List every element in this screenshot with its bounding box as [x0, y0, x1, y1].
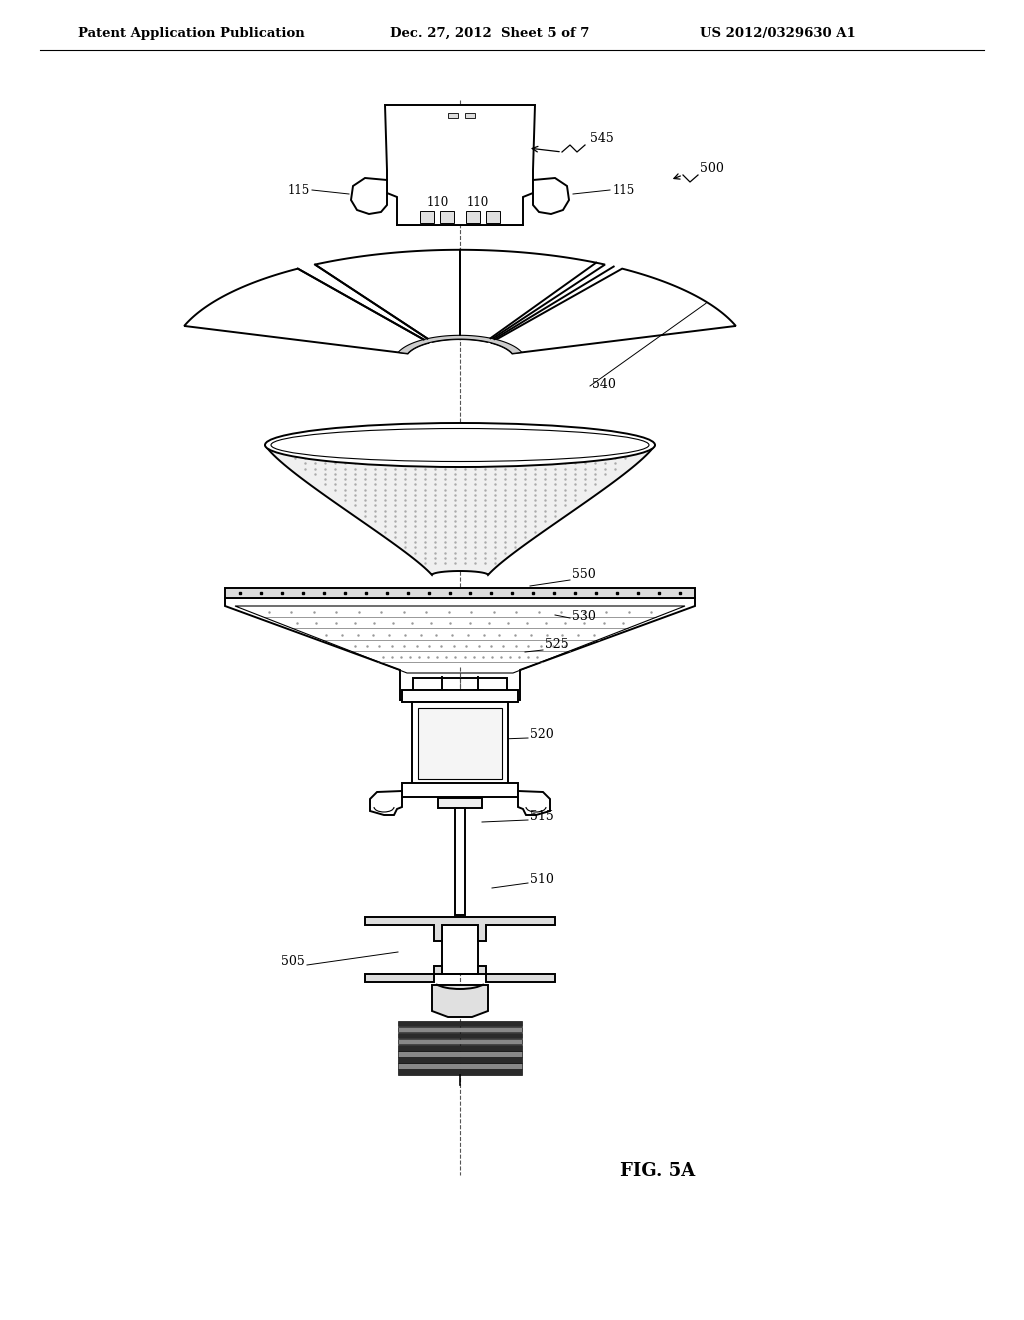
- Bar: [398, 1069, 522, 1074]
- Bar: [420, 211, 434, 223]
- Text: 110: 110: [467, 197, 489, 210]
- Text: 545: 545: [590, 132, 613, 145]
- Ellipse shape: [265, 422, 655, 467]
- Polygon shape: [265, 445, 655, 576]
- Text: 525: 525: [545, 638, 568, 651]
- Text: Patent Application Publication: Patent Application Publication: [78, 26, 305, 40]
- Bar: [486, 211, 500, 223]
- Polygon shape: [365, 917, 555, 941]
- Bar: [440, 211, 454, 223]
- Polygon shape: [385, 106, 535, 224]
- Bar: [412, 702, 508, 785]
- Text: FIG. 5A: FIG. 5A: [620, 1162, 695, 1180]
- Text: 110: 110: [427, 197, 450, 210]
- Bar: [449, 114, 458, 117]
- Polygon shape: [534, 178, 569, 214]
- Bar: [398, 1032, 522, 1039]
- Text: US 2012/0329630 A1: US 2012/0329630 A1: [700, 26, 856, 40]
- Text: 530: 530: [572, 610, 596, 623]
- Polygon shape: [398, 335, 522, 354]
- Bar: [398, 1027, 522, 1032]
- Bar: [398, 1051, 522, 1057]
- Bar: [402, 690, 518, 702]
- Polygon shape: [225, 598, 695, 700]
- Bar: [398, 1057, 522, 1063]
- Polygon shape: [184, 269, 429, 354]
- Bar: [438, 799, 482, 808]
- Bar: [398, 1045, 522, 1051]
- Bar: [398, 1039, 522, 1044]
- Bar: [455, 808, 465, 915]
- Polygon shape: [432, 985, 488, 1016]
- Bar: [225, 587, 695, 598]
- Polygon shape: [365, 966, 555, 982]
- Polygon shape: [518, 791, 550, 814]
- Polygon shape: [460, 249, 605, 342]
- Polygon shape: [490, 269, 736, 354]
- Text: 115: 115: [613, 183, 635, 197]
- Text: 505: 505: [282, 954, 305, 968]
- Bar: [402, 783, 518, 797]
- Bar: [465, 114, 475, 117]
- Bar: [418, 708, 502, 779]
- Bar: [473, 689, 483, 697]
- Polygon shape: [351, 178, 387, 214]
- Bar: [466, 211, 480, 223]
- Text: 520: 520: [530, 729, 554, 741]
- Text: 535: 535: [600, 440, 624, 453]
- Text: 510: 510: [530, 873, 554, 886]
- Bar: [398, 1020, 522, 1026]
- Text: 540: 540: [592, 378, 615, 391]
- Bar: [442, 925, 478, 974]
- Polygon shape: [370, 791, 402, 814]
- Text: 550: 550: [572, 568, 596, 581]
- Text: Dec. 27, 2012  Sheet 5 of 7: Dec. 27, 2012 Sheet 5 of 7: [390, 26, 590, 40]
- Text: 515: 515: [530, 810, 554, 822]
- Bar: [398, 1064, 522, 1069]
- Text: 115: 115: [288, 183, 310, 197]
- Text: 500: 500: [700, 162, 724, 176]
- Bar: [437, 689, 447, 697]
- Polygon shape: [315, 249, 460, 342]
